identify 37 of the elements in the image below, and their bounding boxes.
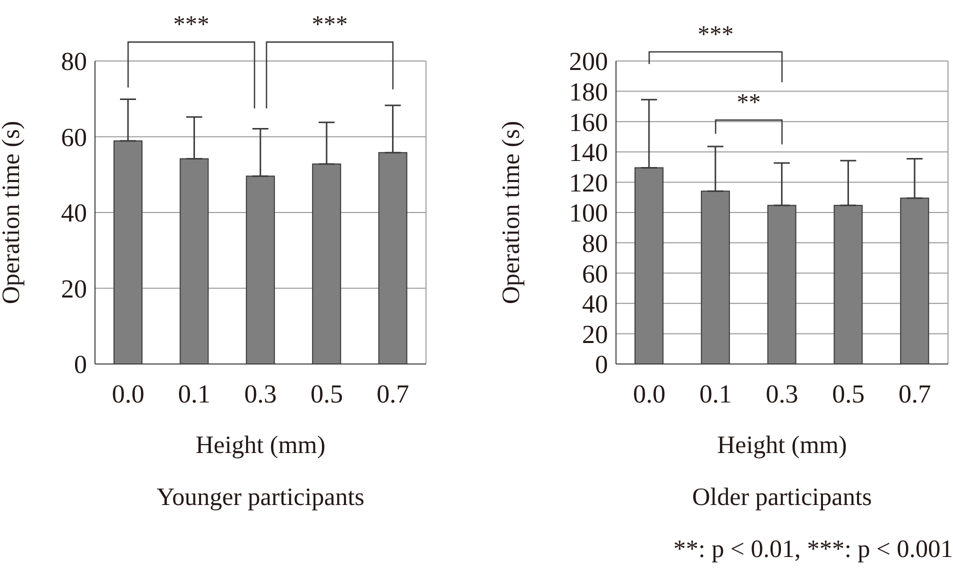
y-tick-label: 0 [74,350,87,380]
y-tick-label: 80 [582,229,608,258]
x-axis-title: Height (mm) [716,432,848,460]
annotation: ** [736,90,761,116]
y-tick-label: 80 [61,47,87,76]
x-tick-label: 0.5 [832,379,865,408]
text: *** [312,12,348,38]
y-tick-label: 100 [569,198,608,228]
y-tick-label: 20 [582,320,608,349]
y-tick-label: 140 [569,138,608,168]
x-tick-label: 0.1 [699,379,732,408]
text: **: p < 0.01, ***: p < 0.001 [673,536,953,564]
x-tick-label: 0.3 [244,379,277,408]
y-axis-title: Operation time (s) [0,120,25,304]
x-tick-label: 0.7 [898,379,932,408]
x-tick-label: 0.5 [310,379,343,408]
x-tick-label: 0.1 [178,379,211,408]
y-tick-label: 60 [582,259,608,288]
y-tick-label: 200 [569,47,608,76]
text: Older participants [691,484,873,512]
x-tick-label: 0.3 [766,379,798,408]
y-tick-label: 60 [61,122,87,152]
x-tick-label: 0.0 [112,379,144,408]
y-tick-label: 120 [569,168,608,198]
y-axis-title: Operation time (s) [498,120,525,304]
y-tick-label: 40 [582,290,608,319]
text: *** [698,22,734,48]
y-tick-label: 180 [569,78,608,107]
x-tick-label: 0.7 [376,379,410,408]
y-tick-label: 160 [569,108,608,137]
x-axis-title: Height (mm) [194,432,326,460]
text: *** [173,12,210,38]
y-tick-label: 20 [61,274,87,304]
text: Younger participants [156,484,366,512]
x-tick-label: 0.0 [632,379,666,408]
y-tick-label: 40 [61,198,87,228]
y-tick-label: 0 [595,350,608,380]
